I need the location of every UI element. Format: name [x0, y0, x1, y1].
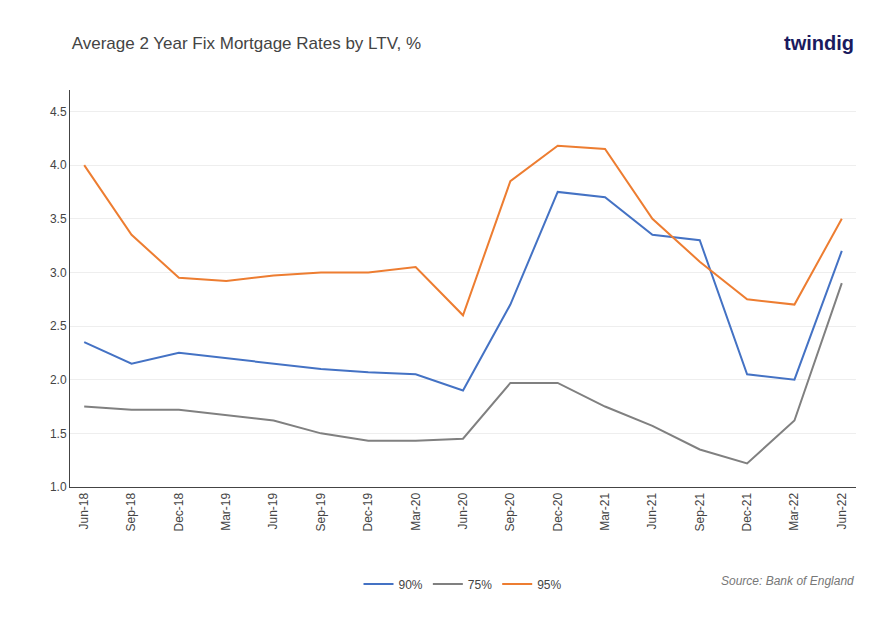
svg-text:Jun-19: Jun-19: [267, 492, 281, 529]
svg-text:Sep-21: Sep-21: [693, 492, 707, 531]
svg-text:Jun-22: Jun-22: [835, 492, 849, 529]
svg-text:3.5: 3.5: [50, 212, 67, 226]
svg-text:Mar-20: Mar-20: [409, 492, 423, 530]
svg-text:3.0: 3.0: [50, 266, 67, 280]
svg-text:Jun-18: Jun-18: [77, 492, 91, 529]
svg-text:Mar-21: Mar-21: [598, 492, 612, 530]
svg-text:Source: Bank of England: Source: Bank of England: [721, 574, 854, 588]
svg-text:Sep-19: Sep-19: [314, 492, 328, 531]
svg-text:Dec-18: Dec-18: [172, 492, 186, 531]
svg-text:Average 2 Year Fix Mortgage Ra: Average 2 Year Fix Mortgage Rates by LTV…: [72, 34, 421, 53]
svg-text:Dec-19: Dec-19: [361, 492, 375, 531]
svg-text:2.5: 2.5: [50, 319, 67, 333]
svg-text:Mar-19: Mar-19: [219, 492, 233, 530]
svg-text:95%: 95%: [537, 578, 561, 592]
svg-text:Dec-21: Dec-21: [740, 492, 754, 531]
svg-text:Sep-20: Sep-20: [503, 492, 517, 531]
svg-text:Jun-20: Jun-20: [456, 492, 470, 529]
svg-text:2.0: 2.0: [50, 373, 67, 387]
svg-text:Jun-21: Jun-21: [645, 492, 659, 529]
svg-text:4.5: 4.5: [50, 105, 67, 119]
svg-text:1.0: 1.0: [50, 480, 67, 494]
svg-text:Sep-18: Sep-18: [124, 492, 138, 531]
svg-text:90%: 90%: [399, 578, 423, 592]
svg-text:4.0: 4.0: [50, 158, 67, 172]
svg-text:1.5: 1.5: [50, 427, 67, 441]
svg-text:twindig: twindig: [784, 32, 854, 54]
svg-text:75%: 75%: [468, 578, 492, 592]
svg-text:Mar-22: Mar-22: [787, 492, 801, 530]
svg-text:Dec-20: Dec-20: [551, 492, 565, 531]
